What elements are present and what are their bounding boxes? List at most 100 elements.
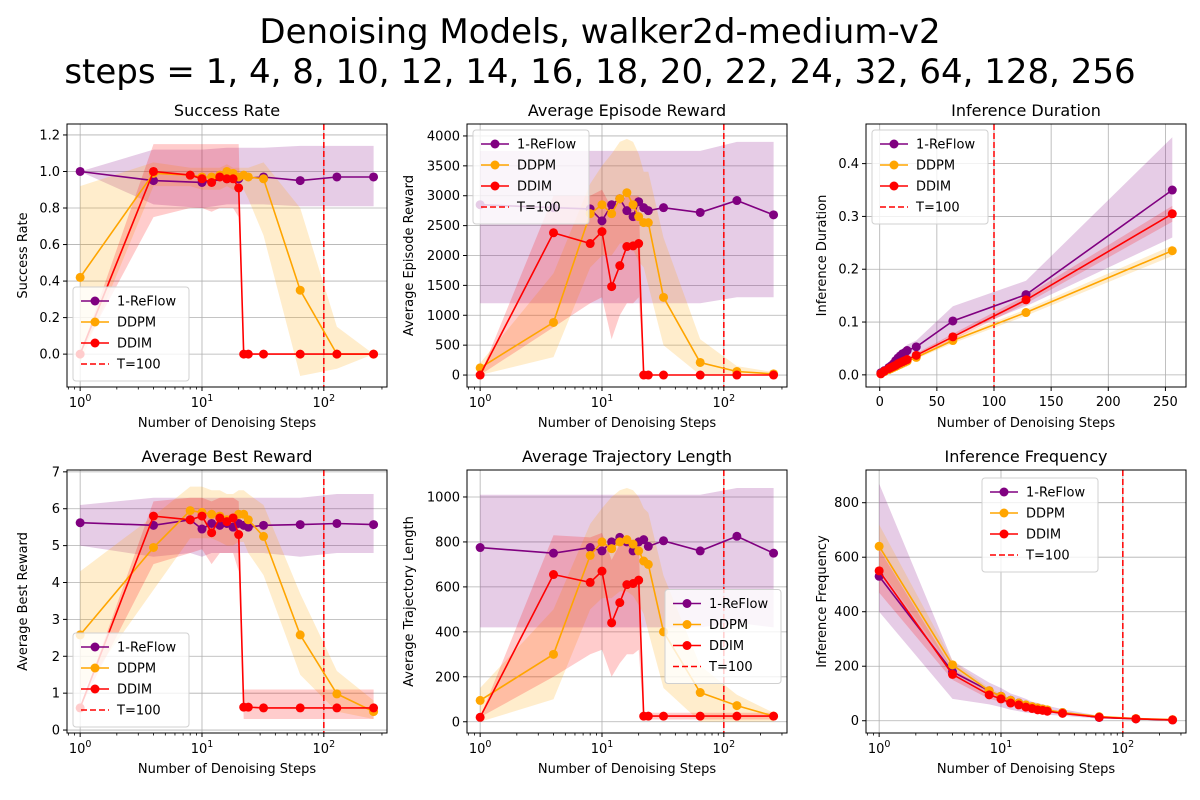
point-ddpm — [628, 539, 638, 549]
ytick-label: 1000 — [427, 309, 460, 324]
point-ddim — [695, 711, 705, 721]
point-ddim — [1167, 209, 1177, 219]
point-ddim — [207, 177, 217, 187]
band-ddim — [80, 144, 374, 355]
legend-box — [871, 129, 989, 225]
point-ddim — [1168, 715, 1178, 725]
subplot-title: Inference Duration — [951, 101, 1101, 120]
legend: 1-ReFlow DDPM DDIM T=100 — [72, 632, 190, 728]
legend-label: DDIM — [916, 180, 951, 195]
point-1-reflow — [369, 520, 379, 530]
xtick-label: 101 — [591, 739, 614, 757]
band-1-reflow — [880, 137, 1173, 374]
ytick-label: 2 — [52, 650, 60, 665]
xtick-label: 100 — [868, 739, 891, 757]
point-1-reflow — [607, 537, 617, 547]
legend-label: DDPM — [517, 159, 556, 174]
point-ddpm — [332, 689, 342, 699]
point-ddpm — [549, 649, 559, 659]
ytick-label: 3000 — [427, 189, 460, 204]
point-ddim — [597, 227, 607, 237]
xtick-label: 50 — [929, 395, 946, 410]
point-ddim — [332, 349, 342, 359]
point-ddpm — [149, 542, 159, 552]
y-axis-label: Success Rate — [16, 212, 31, 298]
point-ddim — [1042, 706, 1052, 716]
legend-label: 1-ReFlow — [916, 138, 975, 153]
point-ddpm — [615, 194, 625, 204]
legend-marker — [682, 620, 692, 629]
point-1-reflow — [659, 203, 669, 213]
legend-marker — [90, 684, 100, 694]
point-ddim — [659, 711, 669, 721]
point-1-reflow — [643, 541, 653, 551]
ytick-label: 800 — [435, 535, 460, 550]
y-axis-label: Inference Duration — [815, 195, 830, 317]
point-1-reflow — [732, 196, 742, 206]
xtick-label: 150 — [1039, 395, 1064, 410]
point-ddpm — [643, 218, 653, 228]
point-ddim — [1014, 700, 1024, 710]
point-1-reflow — [597, 216, 607, 226]
point-ddpm — [695, 357, 705, 367]
point-ddim — [643, 711, 653, 721]
point-1-reflow — [769, 548, 779, 558]
point-ddim — [1021, 295, 1031, 305]
legend-label: DDPM — [916, 159, 955, 174]
point-ddim — [607, 618, 617, 628]
y-axis-label: Inference Frequency — [815, 535, 830, 668]
point-ddpm — [243, 172, 253, 182]
point-ddim — [369, 349, 379, 359]
legend-marker — [999, 508, 1009, 518]
legend: 1-ReFlow DDPM DDIM T=100 — [72, 286, 190, 382]
point-ddim — [607, 282, 617, 292]
legend-label: T=100 — [116, 704, 161, 719]
point-ddim — [207, 528, 217, 538]
point-ddim — [597, 566, 607, 576]
ytick-label: 0.2 — [838, 263, 859, 278]
ytick-label: 0.8 — [39, 202, 60, 217]
ytick-label: 6 — [52, 502, 60, 517]
plot-area — [876, 124, 1177, 387]
point-ddim — [259, 349, 269, 359]
point-1-reflow — [597, 546, 607, 556]
point-ddpm — [695, 688, 705, 698]
xtick-label: 102 — [1112, 739, 1135, 757]
figure-title-line2: steps = 1, 4, 8, 10, 12, 14, 16, 18, 20,… — [64, 52, 1136, 92]
ytick-label: 7 — [52, 465, 60, 480]
subplot-title: Success Rate — [174, 101, 280, 120]
ytick-label: 0.3 — [838, 210, 859, 225]
point-ddim — [259, 703, 269, 713]
ytick-label: 4000 — [427, 129, 460, 144]
point-ddim — [197, 174, 207, 184]
xtick-label: 102 — [713, 393, 736, 411]
point-ddim — [996, 694, 1006, 704]
point-ddim — [695, 370, 705, 380]
point-1-reflow — [622, 206, 632, 216]
legend-marker — [682, 599, 692, 608]
point-ddim — [228, 174, 238, 184]
subplot-title: Inference Frequency — [945, 447, 1108, 466]
point-ddim — [732, 711, 742, 721]
legend-box — [72, 286, 190, 382]
legend-label: DDPM — [709, 618, 748, 633]
y-axis-label: Average Trajectory Length — [402, 516, 417, 687]
point-ddim — [149, 166, 159, 176]
point-ddim — [911, 350, 921, 360]
point-ddpm — [628, 200, 638, 210]
point-ddim — [585, 239, 595, 249]
point-ddim — [732, 370, 742, 380]
ytick-label: 800 — [834, 496, 859, 511]
point-ddim — [1131, 714, 1141, 724]
point-ddpm — [615, 537, 625, 547]
point-ddpm — [243, 515, 253, 525]
legend-label: DDIM — [709, 639, 744, 654]
ytick-label: 0.0 — [838, 368, 859, 383]
plot-area — [475, 124, 779, 387]
point-1-reflow — [695, 207, 705, 217]
legend: 1-ReFlow DDPM DDIM T=100 — [981, 477, 1099, 573]
point-ddim — [243, 349, 253, 359]
plot-area — [874, 470, 1178, 733]
point-ddim — [585, 577, 595, 587]
subplot-inference-frequency: 0 200 400 600 800 100 101 102 Inference Frequenc… — [815, 447, 1187, 777]
